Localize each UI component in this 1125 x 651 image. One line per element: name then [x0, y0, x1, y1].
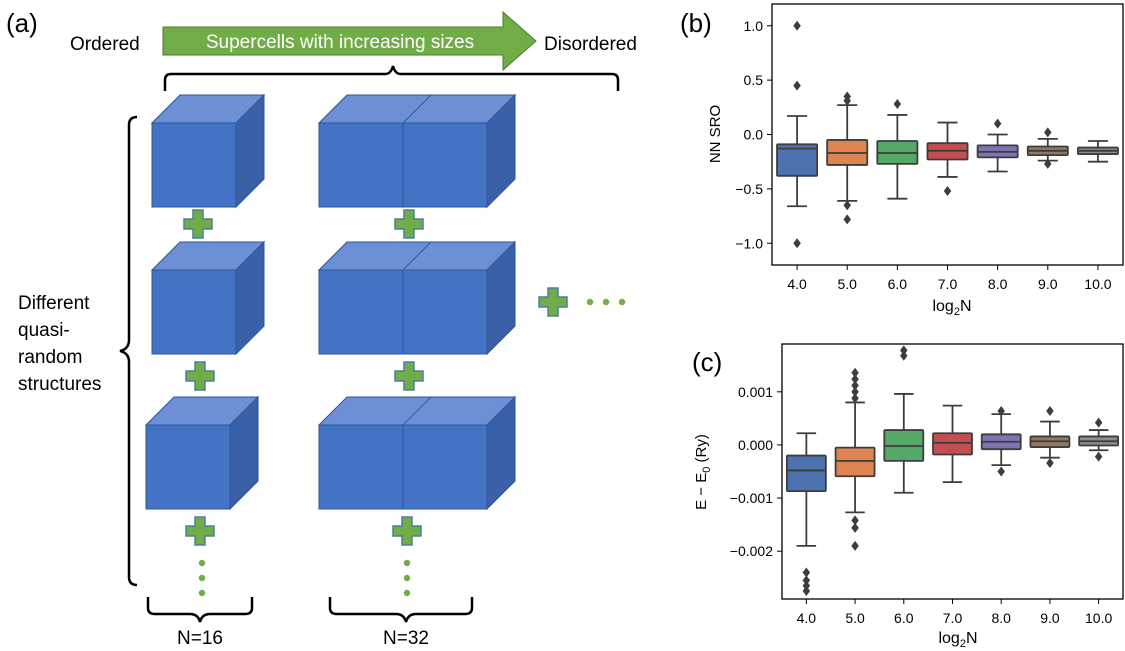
left-brace [119, 115, 138, 587]
x-tick-label: 4.0 [797, 610, 817, 626]
outlier-point [851, 522, 859, 533]
outlier-point [843, 95, 851, 106]
outlier-point [997, 466, 1005, 477]
outlier-point [1046, 405, 1054, 416]
supercell-n16-3 [145, 396, 259, 510]
panel-c-label: (c) [692, 347, 722, 377]
outlier-point [900, 345, 908, 356]
outlier-point [851, 515, 859, 526]
side-text-2: quasi- [18, 320, 70, 341]
chart-b-plot: 1.0 0.5 0.0 −0.5 −1.0 4.0 5.0 6.0 7.0 8.0 9.0 10.0 [735, 18, 1119, 292]
plus-icon [183, 209, 213, 239]
outlier-point [802, 586, 811, 597]
plus-icon [538, 287, 568, 317]
n32-label: N=32 [383, 628, 429, 649]
outlier-point [851, 367, 859, 378]
supercell-n32-1 [318, 94, 516, 208]
outlier-point [851, 386, 859, 397]
plus-icon [394, 361, 424, 391]
disordered-label: Disordered [544, 34, 637, 55]
arrow-text: Supercells with increasing sizes [206, 32, 474, 53]
y-tick-label: −1.0 [735, 235, 763, 251]
supercell-n16-2 [151, 241, 265, 355]
supercell-n32-2 [318, 241, 516, 355]
n32-brace [328, 597, 474, 623]
x-tick-label: 7.0 [938, 276, 958, 292]
outlier-point [793, 238, 801, 249]
chart-c-ylabel: E − E0 (Ry) [693, 434, 713, 510]
panel-a-label: (a) [6, 8, 38, 38]
x-tick-label: 8.0 [988, 276, 1008, 292]
outlier-point [997, 405, 1005, 416]
y-tick-label: −0.001 [730, 490, 773, 506]
chart-c-xlabel: log2N [938, 630, 977, 650]
x-tick-label: 9.0 [1040, 610, 1060, 626]
x-tick-label: 10.0 [1084, 276, 1111, 292]
supercell-n16-1 [151, 94, 265, 208]
outlier-point [793, 20, 801, 31]
outlier-point [851, 380, 859, 391]
box-5.0 [834, 446, 876, 478]
panel-c: (c) 0.001 0.000 −0.001 −0.002 4.0 5.0 6.0 7.0 8.… [692, 343, 1124, 650]
outlier-point [1044, 127, 1052, 138]
y-tick-label: 1.0 [744, 18, 764, 34]
outlier-point [843, 214, 851, 225]
y-tick-label: −0.5 [735, 181, 763, 197]
outlier-point [1094, 417, 1103, 428]
panel-b: (b) 1.00.50.0−0.5−1.04.0 5.0 6.0 7.0 8.0 9.0 1… [680, 3, 1124, 318]
y-tick-label: 0.000 [738, 437, 773, 453]
outlier-point [943, 186, 952, 197]
chart-c-plot: 0.001 0.000 −0.001 −0.002 4.0 5.0 6.0 7.0 8.0 9.0… [730, 345, 1120, 626]
outlier-point [1094, 451, 1103, 462]
y-tick-label: 0.5 [744, 72, 764, 88]
outlier-point [1044, 158, 1052, 169]
outlier-point [851, 393, 859, 404]
top-brace [163, 65, 620, 91]
increasing-size-arrow [162, 10, 537, 72]
outlier-point [802, 580, 811, 591]
supercell-n32-3 [318, 396, 516, 510]
box-7.0 [932, 432, 973, 456]
outlier-point [1046, 458, 1054, 468]
ordered-label: Ordered [70, 34, 140, 55]
y-tick-label: −0.002 [730, 543, 773, 559]
outlier-point [851, 540, 859, 551]
x-tick-label: 6.0 [888, 276, 908, 292]
x-tick-label: 8.0 [991, 610, 1011, 626]
side-text-4: structures [18, 374, 101, 395]
continuation-dots-icon [198, 298, 626, 597]
x-tick-label: 6.0 [894, 610, 914, 626]
chart-b-ylabel: NN SRO [707, 105, 724, 163]
side-text-1: Different [18, 293, 90, 314]
plus-icon [392, 516, 422, 546]
box-4.0 [785, 454, 827, 493]
panel-b-label: (b) [680, 8, 712, 38]
outlier-point [843, 200, 851, 211]
n16-brace [146, 597, 254, 623]
box-4.0 [776, 143, 819, 177]
y-tick-label: 0.0 [744, 127, 764, 143]
plus-icon [394, 209, 424, 239]
chart-b-xlabel: log2N [932, 298, 971, 318]
x-tick-label: 5.0 [845, 610, 865, 626]
outlier-point [802, 567, 811, 578]
plus-icon [185, 361, 215, 391]
x-tick-label: 7.0 [943, 610, 963, 626]
panel-a: (a) Ordered Supercells with increasing s… [6, 8, 637, 649]
n16-label: N=16 [177, 628, 223, 649]
outlier-point [802, 575, 811, 586]
outlier-point [793, 80, 801, 91]
x-tick-label: 5.0 [837, 276, 857, 292]
x-tick-label: 4.0 [787, 276, 807, 292]
outlier-point [851, 374, 859, 385]
x-tick-label: 9.0 [1038, 276, 1058, 292]
outlier-point [900, 350, 908, 361]
y-tick-label: 0.001 [738, 384, 773, 400]
plus-icon [185, 516, 215, 546]
side-text-3: random [18, 347, 82, 368]
outlier-point [893, 99, 902, 110]
outlier-point [993, 118, 1002, 129]
x-tick-label: 10.0 [1085, 610, 1112, 626]
